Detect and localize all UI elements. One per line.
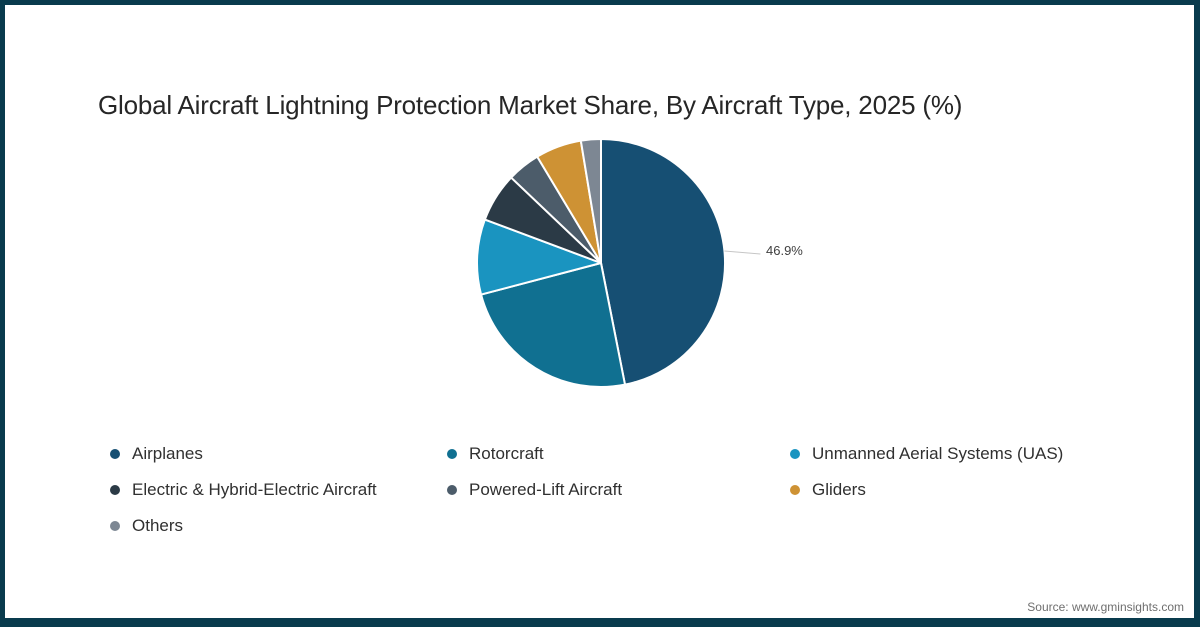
legend-item-rotorcraft[interactable]: Rotorcraft [447,444,790,464]
legend-item-airplanes[interactable]: Airplanes [110,444,447,464]
legend-label: Powered-Lift Aircraft [469,480,623,499]
pie-svg [476,138,761,388]
legend-swatch-icon [110,485,120,495]
legend-swatch-icon [447,449,457,459]
legend-label: Others [132,516,184,535]
pie-slice-airplanes[interactable] [600,138,726,386]
pie-slice-others[interactable] [579,138,602,264]
legend-swatch-icon [110,449,120,459]
legend-item-others[interactable]: Others [110,516,447,536]
legend-swatch-icon [447,485,457,495]
chart-title: Global Aircraft Lightning Protection Mar… [98,90,963,120]
legend-label: Gliders [812,480,866,499]
legend-item-unmanned-aerial-systems[interactable]: Unmanned Aerial Systems (UAS) [790,444,1063,464]
callout-leader-line [724,250,761,255]
legend-swatch-icon [790,485,800,495]
legend-label: Rotorcraft [469,444,544,463]
pie-slice-unmanned-aerial-systems-uas[interactable] [476,218,602,296]
legend-label: Unmanned Aerial Systems (UAS) [812,444,1064,463]
source-credit: Source: www.gminsights.com [1027,600,1184,614]
legend-item-electric-hybrid-electric-aircraft[interactable]: Electric & Hybrid-Electric Aircraft [110,480,447,500]
pie-chart [450,130,790,396]
legend-swatch-icon [790,449,800,459]
chart-canvas: Global Aircraft Lightning Protection Mar… [5,5,1194,618]
legend-item-gliders[interactable]: Gliders [790,480,1063,500]
pie-slice-label-callout: 46.9% [766,243,803,258]
legend-label: Electric & Hybrid-Electric Aircraft [132,480,377,499]
legend-label: Airplanes [132,444,203,463]
pie-slice-rotorcraft[interactable] [480,262,626,388]
legend-item-powered-lift-aircraft[interactable]: Powered-Lift Aircraft [447,480,790,500]
chart-legend: Airplanes Rotorcraft Unmanned Aerial Sys… [110,436,1063,544]
legend-swatch-icon [110,521,120,531]
